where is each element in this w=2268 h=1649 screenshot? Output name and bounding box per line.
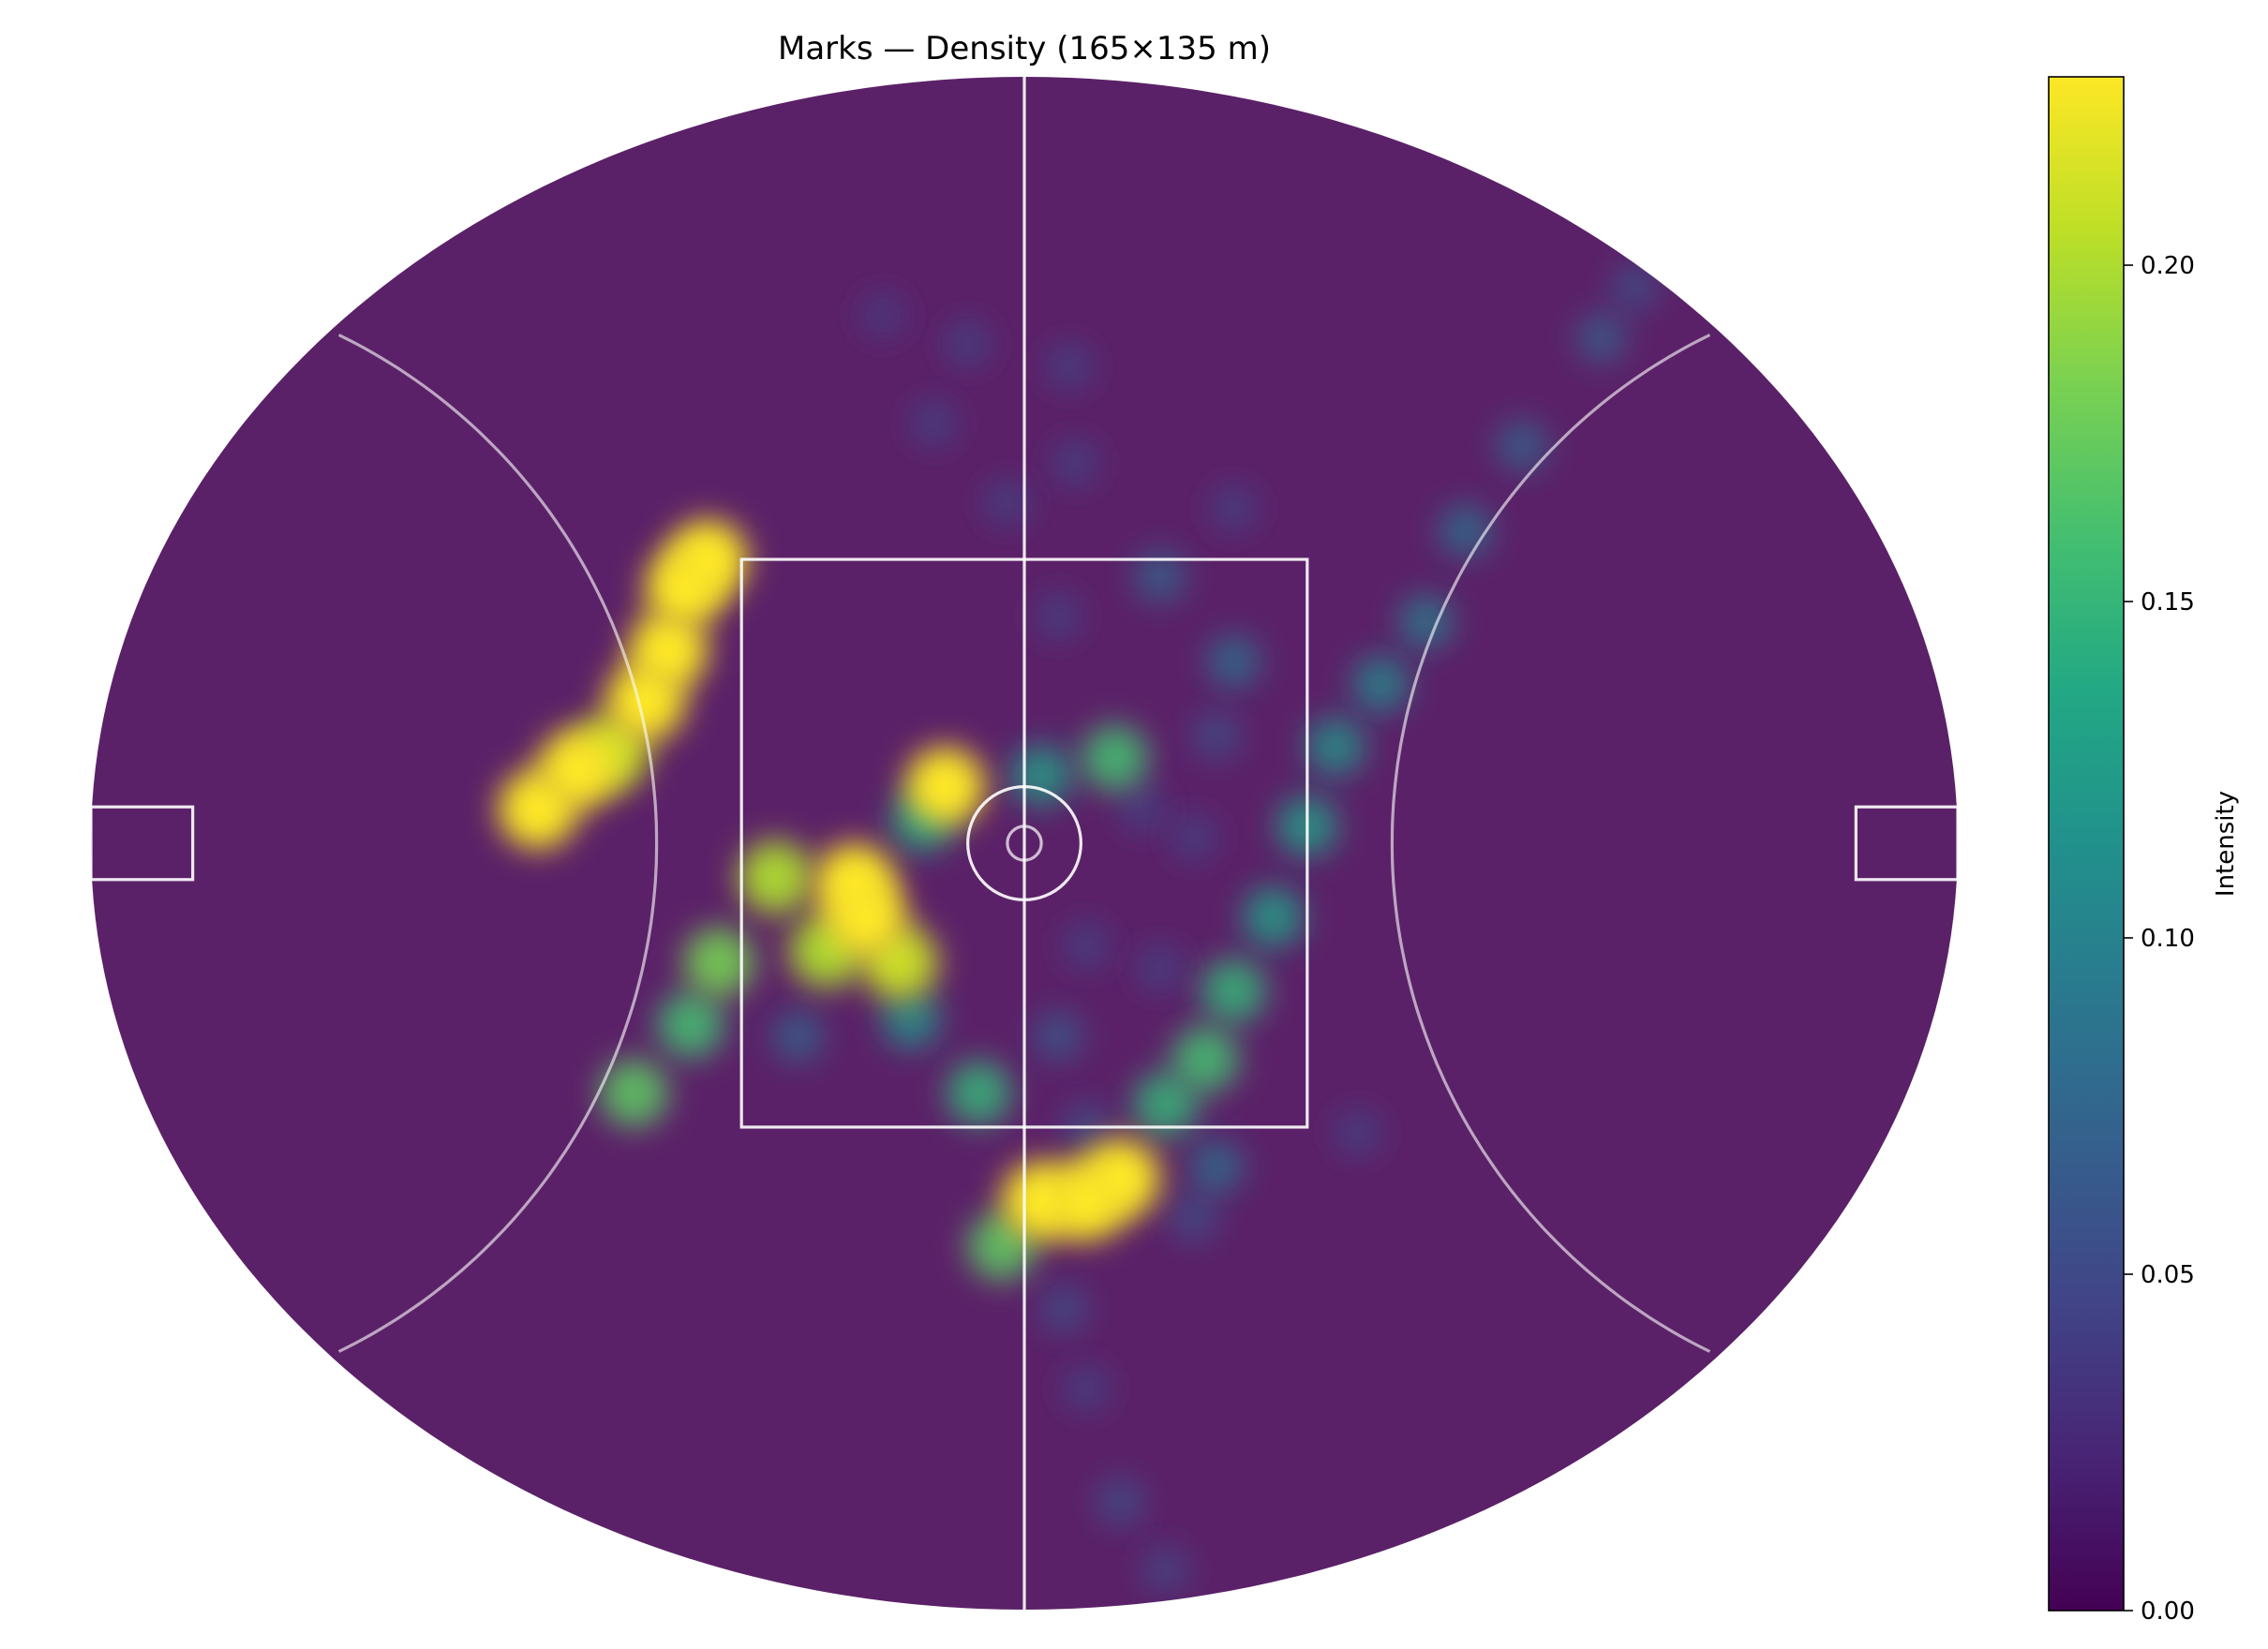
density-hotspot — [1081, 1138, 1160, 1218]
density-hotspot — [1335, 1109, 1381, 1156]
density-hotspot — [1170, 1194, 1218, 1242]
colorbar-tick-label: 0.20 — [2141, 252, 2195, 280]
colorbar-tick-label: 0.00 — [2141, 1597, 2195, 1626]
colorbar-ticks: 0.00 0.05 0.10 0.15 0.20 — [2124, 252, 2195, 1626]
density-hotspot — [947, 1061, 1012, 1126]
density-hotspot — [1134, 550, 1186, 602]
density-hotspot — [668, 520, 747, 599]
density-hotspot — [657, 991, 724, 1059]
field — [89, 77, 1960, 1610]
density-hotspot — [1096, 1478, 1145, 1526]
field-markings — [89, 77, 1960, 1610]
density-hotspot — [628, 611, 708, 690]
density-hotspot — [1171, 1025, 1239, 1092]
chart-title: Marks — Density (165×135 m) — [778, 30, 1271, 67]
density-hotspot — [1192, 711, 1241, 760]
density-hotspot — [1052, 439, 1099, 486]
density-hotspot — [1046, 343, 1094, 390]
colorbar-tick-label: 0.05 — [2141, 1261, 2195, 1289]
density-hotspot — [910, 399, 958, 447]
density-hotspot — [600, 1059, 668, 1127]
colorbar-label: Intensity — [2212, 791, 2240, 897]
density-hotspot — [1210, 484, 1258, 532]
density-hotspot — [859, 292, 906, 338]
goal-square-left — [89, 805, 195, 882]
density-hotspot — [739, 840, 813, 914]
density-hotspot — [1141, 1546, 1190, 1594]
density-hotspot — [1035, 592, 1082, 640]
colorbar: 0.00 0.05 0.10 0.15 0.20 Intensity — [2048, 76, 2240, 1626]
density-hotspot — [1189, 1139, 1244, 1195]
colorbar-tick-label: 0.10 — [2141, 925, 2195, 953]
centre-dot — [1006, 824, 1043, 862]
density-hotspot — [538, 730, 618, 810]
density-hotspot — [1575, 312, 1627, 364]
density-hotspot — [1039, 1285, 1089, 1333]
density-hotspot — [1063, 1364, 1111, 1412]
density-hotspot — [1033, 1011, 1083, 1062]
density-hotspot — [905, 747, 985, 826]
density-hotspot — [1206, 634, 1261, 689]
density-hotspot — [1201, 958, 1266, 1023]
centre-circle — [966, 785, 1082, 901]
density-hotspot — [1243, 886, 1305, 948]
arc-right — [1390, 334, 1711, 1353]
density-hotspot — [1082, 724, 1148, 792]
colorbar-tick-label: 0.15 — [2141, 588, 2195, 617]
density-hotspot — [1351, 655, 1410, 713]
density-hotspot — [1137, 944, 1184, 992]
density-hotspot — [1010, 744, 1072, 806]
goal-square-right — [1854, 805, 1960, 882]
density-hotspot — [1611, 262, 1660, 312]
density-hotspot — [1398, 594, 1455, 650]
density-hotspot — [771, 1010, 825, 1062]
density-hotspot — [1063, 922, 1111, 969]
arc-left — [337, 334, 659, 1353]
centre-square — [739, 557, 1309, 1129]
density-hotspot — [1496, 420, 1548, 472]
density-hotspot — [1120, 785, 1167, 833]
density-hotspot — [984, 479, 1031, 527]
density-hotspot — [683, 927, 754, 998]
density-hotspot — [1171, 814, 1217, 861]
colorbar-gradient — [2048, 76, 2125, 1612]
density-hotspot — [827, 877, 905, 957]
density-hotspot — [1306, 717, 1365, 777]
density-hotspot — [881, 989, 941, 1049]
density-hotspot — [1133, 1072, 1199, 1137]
density-hotspot — [944, 320, 992, 367]
